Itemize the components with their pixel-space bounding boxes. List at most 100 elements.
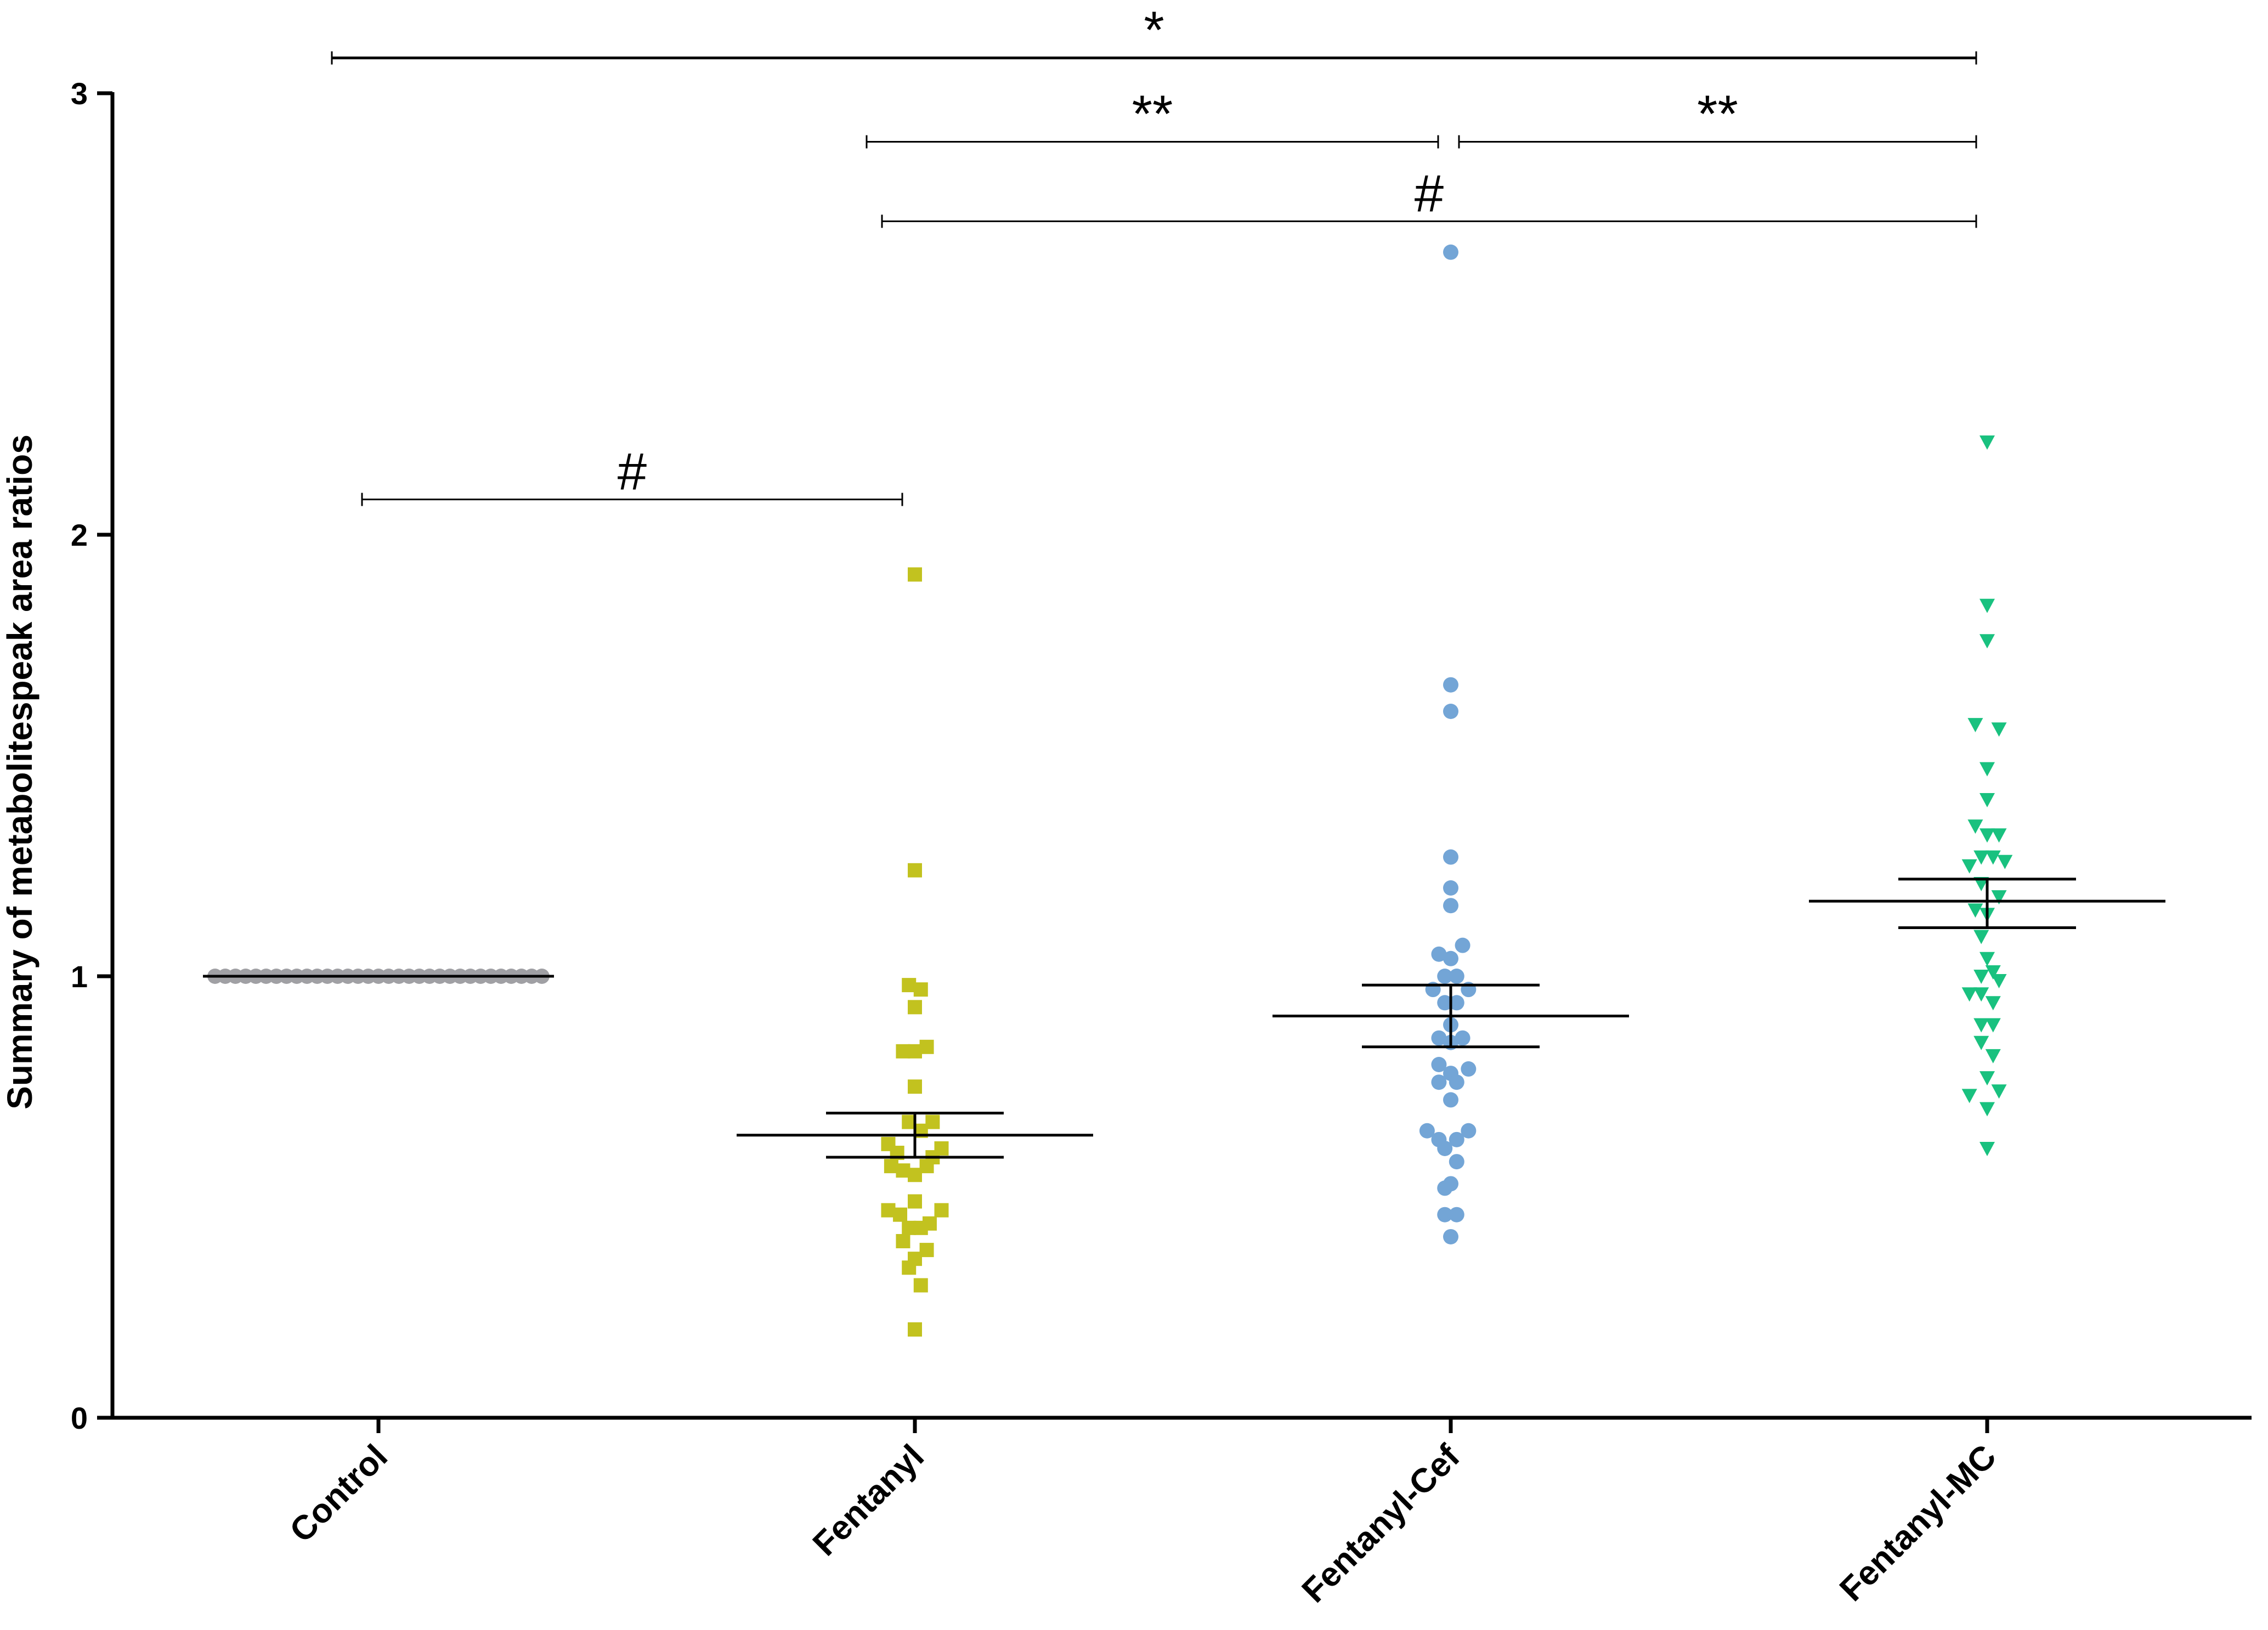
data-point	[1979, 793, 1995, 807]
errorbar-fentanyl-mc	[1809, 878, 2165, 929]
significance-bracket: **	[866, 85, 1439, 149]
y-tick-label: 0	[71, 1401, 88, 1435]
data-point	[1979, 598, 1995, 613]
x-category-label: Fentanyl	[806, 1437, 931, 1563]
data-point	[1979, 435, 1995, 450]
data-point	[1973, 876, 1989, 891]
y-tick-label: 2	[71, 518, 88, 552]
data-point	[908, 567, 922, 582]
data-point	[1443, 244, 1458, 260]
data-point	[1449, 995, 1464, 1011]
data-point	[1973, 850, 1989, 865]
data-point	[1461, 1123, 1477, 1139]
data-point	[908, 863, 922, 878]
data-point	[1979, 762, 1995, 777]
data-point	[1973, 987, 1989, 1002]
data-point	[908, 1000, 922, 1015]
data-point	[913, 1278, 928, 1293]
data-point	[908, 1322, 922, 1337]
data-point	[1961, 1089, 1977, 1103]
significance-bracket: **	[1458, 85, 1977, 149]
data-point	[896, 1234, 910, 1248]
data-point	[1985, 996, 2001, 1011]
data-point	[1991, 722, 2007, 737]
data-point	[1979, 1102, 1995, 1117]
data-point	[1443, 1229, 1458, 1244]
data-point	[1437, 969, 1453, 984]
errorbar-fentanyl	[737, 1112, 1093, 1159]
significance-label: **	[1697, 85, 1738, 144]
errorbar-fentanyl-cef	[1272, 983, 1629, 1049]
data-point	[1985, 850, 2001, 865]
data-point	[1979, 1071, 1995, 1086]
data-point	[1991, 890, 2007, 905]
significance-label: #	[618, 443, 647, 501]
data-point	[1443, 880, 1458, 896]
series-fentanyl-cef	[1419, 244, 1477, 1244]
data-point	[1449, 1074, 1464, 1090]
series-fentanyl-mc	[1961, 435, 2013, 1156]
data-point	[1437, 1207, 1453, 1222]
data-point	[902, 1260, 917, 1275]
data-point	[1979, 1141, 1995, 1156]
significance-label: **	[1132, 85, 1173, 144]
data-point	[1443, 898, 1458, 914]
x-category-label: Fentanyl-Cef	[1295, 1437, 1468, 1610]
data-point	[1449, 1131, 1464, 1147]
data-point	[1449, 969, 1464, 984]
data-point	[1437, 1180, 1453, 1196]
data-point	[1973, 970, 1989, 984]
data-point	[1443, 704, 1458, 719]
data-point	[1961, 987, 1977, 1002]
data-point	[1431, 946, 1447, 962]
data-point	[1979, 828, 1995, 843]
data-point	[913, 982, 928, 997]
series-fentanyl	[881, 567, 949, 1337]
data-point	[1967, 819, 1983, 834]
data-point	[1973, 1035, 1989, 1050]
data-point	[908, 1079, 922, 1094]
data-point	[1991, 828, 2007, 843]
data-point	[1443, 677, 1458, 693]
significance-label: #	[1415, 164, 1444, 223]
mean-sem-bars	[203, 878, 2165, 1159]
data-point	[934, 1203, 949, 1218]
data-point	[908, 1168, 922, 1182]
data-point	[913, 1220, 928, 1235]
y-tick-label: 1	[71, 959, 88, 994]
data-point	[1979, 634, 1995, 649]
x-category-label: Control	[282, 1437, 395, 1550]
data-point	[1449, 1154, 1464, 1170]
data-point	[1991, 1084, 2007, 1099]
data-point	[1991, 974, 2007, 989]
significance-label: *	[1144, 1, 1164, 60]
data-point	[1967, 903, 1983, 918]
data-point	[1455, 1030, 1470, 1046]
data-point	[1431, 1074, 1447, 1090]
data-point	[1979, 952, 1995, 966]
data-point	[1443, 1092, 1458, 1108]
x-category-label: Fentanyl-MC	[1833, 1437, 2004, 1609]
significance-bracket: *	[331, 1, 1977, 65]
data-point	[1449, 1207, 1464, 1222]
data-point	[1443, 849, 1458, 865]
significance-brackets: *** **##	[331, 1, 1977, 506]
y-axis-title: Summary of metabolitespeak area ratios	[0, 434, 39, 1110]
data-point	[1985, 1049, 2001, 1063]
data-point	[1985, 1018, 2001, 1033]
data-point	[1973, 1018, 1989, 1033]
data-point	[1437, 1140, 1453, 1156]
data-point	[893, 1207, 908, 1222]
data-point	[1973, 930, 1989, 944]
data-point	[1455, 937, 1470, 953]
data-point	[1431, 1057, 1447, 1072]
y-tick-label: 3	[71, 76, 88, 111]
data-point	[1961, 859, 1977, 874]
data-point	[1997, 854, 2013, 869]
data-point	[919, 1039, 934, 1054]
data-point	[1461, 1061, 1477, 1077]
data-point	[1967, 718, 1983, 733]
significance-bracket: #	[881, 164, 1977, 228]
